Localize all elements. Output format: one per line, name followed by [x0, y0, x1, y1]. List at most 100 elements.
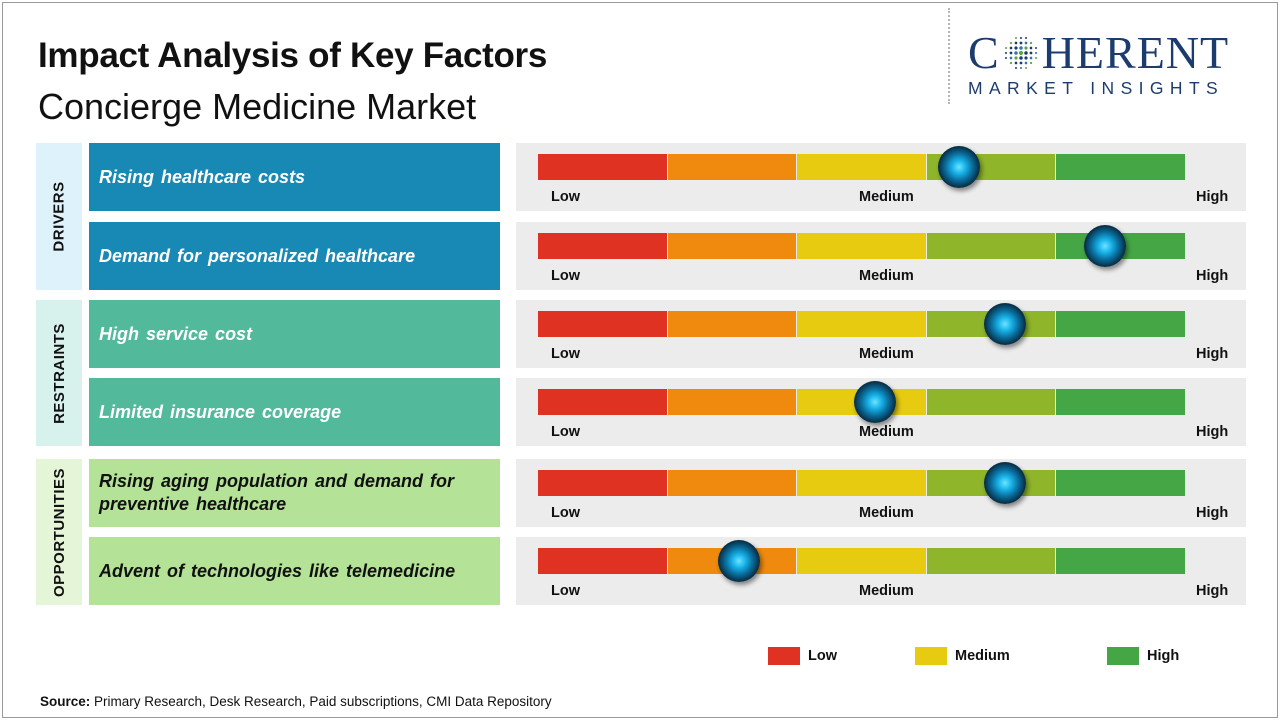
scale-label-low: Low	[551, 346, 580, 362]
scale-label-medium: Medium	[859, 505, 914, 521]
gauge-segment	[926, 548, 1056, 574]
logo-letter-c: C	[968, 27, 1000, 78]
logo-dot	[1014, 41, 1018, 45]
impact-marker	[983, 303, 1026, 345]
gauge-segment	[797, 470, 926, 496]
gauge-segment	[538, 154, 667, 180]
logo-dot	[1009, 51, 1013, 55]
logo-dot	[1023, 51, 1028, 55]
logo-dot	[1018, 50, 1023, 56]
logo-dot	[1014, 67, 1017, 69]
category-restraints: RESTRAINTS	[36, 300, 82, 446]
logo-dot	[1029, 51, 1033, 55]
scale-label-high: High	[1196, 268, 1229, 284]
gauge-segment	[1056, 470, 1185, 496]
scale-label-high: High	[1196, 346, 1229, 362]
logo-dot	[1014, 46, 1018, 50]
logo-dot	[1029, 61, 1032, 65]
gauge-segment	[667, 389, 797, 415]
scale-label-medium: Medium	[859, 268, 914, 284]
gauge-segment	[538, 389, 667, 415]
gauge-segment	[538, 311, 667, 337]
logo-divider	[948, 8, 950, 104]
logo-dot	[1029, 46, 1033, 50]
logo-dot	[1019, 61, 1023, 65]
gauge-segment	[1056, 548, 1185, 574]
logo-dot	[1029, 56, 1033, 60]
logo-dot	[1018, 46, 1023, 50]
logo-dot	[1004, 57, 1007, 59]
logo-dot	[1009, 56, 1013, 60]
logo-dot	[1024, 56, 1028, 60]
gauge-segment	[667, 233, 797, 259]
scale-label-high: High	[1196, 424, 1229, 440]
gauge-segment	[926, 233, 1056, 259]
source-label: Source:	[40, 694, 91, 709]
logo-dot	[1013, 51, 1018, 55]
logo-dot	[1024, 61, 1028, 65]
logo-dot	[1009, 46, 1013, 50]
logo-dot	[1034, 47, 1037, 49]
factor-label: Limited insurance coverage	[89, 378, 500, 446]
gauge-segment	[667, 470, 797, 496]
impact-marker	[938, 146, 981, 188]
company-logo: C HERENT MARKET INSIGHTS	[968, 30, 1264, 99]
factor-label: High service cost	[89, 300, 500, 368]
gauge-segment	[926, 389, 1056, 415]
legend-swatch-medium	[915, 647, 947, 665]
logo-dot	[1024, 46, 1028, 50]
logo-dot	[1004, 47, 1007, 49]
gauge-segment	[667, 154, 797, 180]
scale-label-medium: Medium	[859, 424, 914, 440]
scale-label-medium: Medium	[859, 583, 914, 599]
gauge-segment	[797, 233, 926, 259]
factor-label: Demand for personalized healthcare	[89, 222, 500, 290]
factor-label: Rising aging population and demand for p…	[89, 459, 500, 527]
logo-letters: HERENT	[1041, 27, 1230, 78]
logo-dot	[1014, 37, 1017, 39]
page-title: Impact Analysis of Key Factors	[38, 36, 548, 75]
page-subtitle: Concierge Medicine Market	[38, 86, 477, 127]
category-label: OPPORTUNITIES	[50, 467, 68, 597]
category-opportunities: OPPORTUNITIES	[36, 459, 82, 605]
logo-dot	[1004, 51, 1007, 55]
logo-dot	[1014, 56, 1018, 60]
logo-dot	[1019, 66, 1022, 70]
factor-label: Rising healthcare costs	[89, 143, 500, 211]
impact-marker	[983, 462, 1026, 504]
gauge-segment	[538, 470, 667, 496]
logo-dot	[1019, 41, 1023, 45]
logo-dot	[1034, 57, 1037, 59]
impact-marker	[717, 540, 760, 582]
legend-swatch-low	[768, 647, 800, 665]
gauge-segment	[797, 548, 926, 574]
scale-label-high: High	[1196, 505, 1229, 521]
gauge-segment	[1056, 311, 1185, 337]
legend-label-medium: Medium	[955, 648, 1010, 664]
impact-marker	[853, 381, 896, 423]
scale-label-high: High	[1196, 583, 1229, 599]
scale-label-medium: Medium	[859, 346, 914, 362]
logo-dot	[1024, 41, 1028, 45]
logo-dot	[1029, 41, 1032, 45]
scale-label-low: Low	[551, 189, 580, 205]
logo-dot	[1018, 56, 1023, 60]
source-note: Source: Primary Research, Desk Research,…	[40, 694, 552, 709]
category-drivers: DRIVERS	[36, 143, 82, 290]
gauge-segment	[1056, 154, 1185, 180]
factor-label: Advent of technologies like telemedicine	[89, 537, 500, 605]
gauge-segment	[797, 154, 926, 180]
gauge-segment	[1056, 389, 1185, 415]
gauge-segment	[538, 548, 667, 574]
legend-swatch-high	[1107, 647, 1139, 665]
impact-marker	[1084, 225, 1126, 267]
scale-label-low: Low	[551, 505, 580, 521]
gauge-segment	[667, 311, 797, 337]
gauge-segment	[797, 311, 926, 337]
scale-label-high: High	[1196, 189, 1229, 205]
scale-label-medium: Medium	[859, 189, 914, 205]
logo-dot	[1024, 67, 1027, 69]
logo-tagline: MARKET INSIGHTS	[968, 78, 1225, 98]
legend-label-low: Low	[808, 648, 837, 664]
logo-dot	[1009, 41, 1012, 45]
